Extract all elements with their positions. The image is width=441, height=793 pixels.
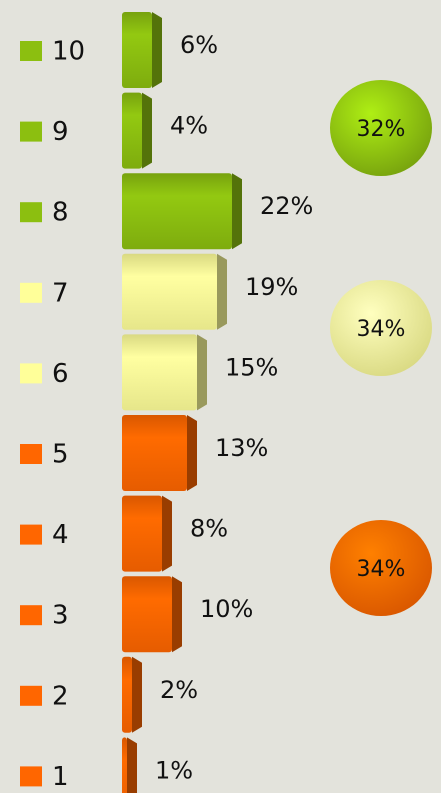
legend-swatch <box>20 444 42 464</box>
bar-front <box>122 92 142 169</box>
bar-front <box>122 576 172 653</box>
legend-swatch <box>20 605 42 626</box>
bar-front <box>122 12 152 88</box>
group-circle <box>330 280 432 376</box>
value-label: 22% <box>260 192 313 220</box>
legend-swatch <box>20 363 42 384</box>
value-label: 4% <box>170 112 208 140</box>
legend-swatch <box>20 121 42 142</box>
bar-front <box>122 173 232 250</box>
category-label: 5 <box>52 440 69 470</box>
bar-front <box>122 495 162 572</box>
bar-side <box>142 92 152 169</box>
legend-swatch <box>20 41 42 61</box>
bar <box>122 334 207 411</box>
value-label: 19% <box>245 273 298 301</box>
bar-front <box>122 656 132 733</box>
bar-side <box>162 495 172 572</box>
bar <box>122 92 152 169</box>
bar-front <box>122 253 217 330</box>
category-label: 8 <box>52 198 69 228</box>
value-label: 6% <box>180 31 218 59</box>
bar <box>122 495 172 572</box>
bar-side <box>197 334 207 411</box>
bar-front <box>122 415 187 491</box>
group-label: 34% <box>357 557 406 582</box>
value-label: 15% <box>225 353 278 381</box>
bar <box>122 737 137 793</box>
group-label: 34% <box>357 317 406 342</box>
bar-side <box>127 737 137 793</box>
category-label: 6 <box>52 359 69 389</box>
bar <box>122 12 162 88</box>
group-circle <box>330 80 432 176</box>
bar <box>122 253 227 330</box>
category-label: 1 <box>52 762 69 792</box>
bar-side <box>172 576 182 653</box>
category-label: 9 <box>52 117 69 147</box>
legend-swatch <box>20 524 42 545</box>
bar <box>122 656 142 733</box>
bar-side <box>187 415 197 491</box>
value-label: 10% <box>200 595 253 623</box>
legend-swatch <box>20 282 42 303</box>
legend-swatch <box>20 766 42 787</box>
category-label: 10 <box>52 37 85 67</box>
bar <box>122 576 182 653</box>
bar <box>122 415 197 491</box>
category-label: 7 <box>52 278 69 308</box>
category-label: 2 <box>52 681 69 711</box>
value-label: 13% <box>215 434 268 462</box>
legend-swatch <box>20 202 42 223</box>
category-label: 4 <box>52 520 69 550</box>
value-label: 2% <box>160 676 198 704</box>
bar <box>122 173 242 250</box>
group-circle <box>330 520 432 616</box>
bar-side <box>217 253 227 330</box>
bar-side <box>232 173 242 250</box>
category-label: 3 <box>52 601 69 631</box>
value-label: 1% <box>155 756 193 784</box>
legend-swatch <box>20 685 42 706</box>
bar-front <box>122 737 127 793</box>
group-label: 32% <box>357 117 406 142</box>
bar-side <box>152 12 162 88</box>
value-label: 8% <box>190 515 228 543</box>
bar-front <box>122 334 197 411</box>
bar-side <box>132 656 142 733</box>
